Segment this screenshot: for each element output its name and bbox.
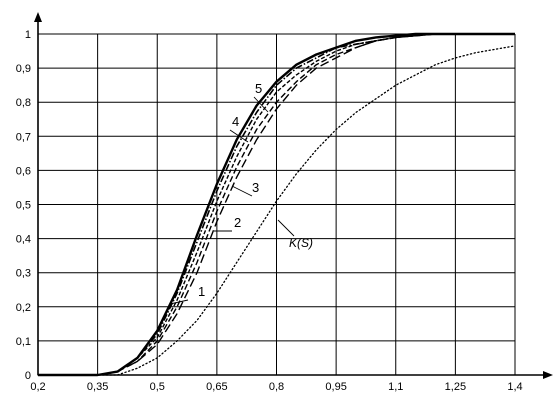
curve-label: 1 <box>198 284 205 299</box>
curve-label: 4 <box>232 114 239 129</box>
label-leader-line <box>253 96 269 113</box>
x-tick-label: 1,1 <box>388 381 403 393</box>
y-tick-label: 0,6 <box>16 165 31 177</box>
x-tick-labels: 0,2 0,35 0,5 0,65 0,8 0,95 1,1 1,25 1,4 <box>30 381 522 393</box>
x-tick-label: 1,25 <box>445 381 466 393</box>
series-line-2 <box>38 33 515 376</box>
y-tick-labels: 0 0,1 0,2 0,3 0,4 0,5 0,6 0,7 0,8 0,9 1 <box>16 29 31 382</box>
y-tick-label: 0,2 <box>16 302 31 314</box>
x-tick-label: 0,65 <box>206 381 227 393</box>
label-leader-line <box>169 299 189 305</box>
x-tick-label: 0,8 <box>269 381 284 393</box>
x-tick-label: 0,2 <box>30 381 45 393</box>
curve-label: K(S) <box>289 236 313 250</box>
axes <box>34 12 553 379</box>
y-tick-label: 0,7 <box>16 131 31 143</box>
series-line-3 <box>38 33 515 376</box>
y-tick-label: 0,8 <box>16 97 31 109</box>
y-tick-label: 0,3 <box>16 268 31 280</box>
y-tick-label: 0 <box>25 370 31 382</box>
x-tick-label: 0,95 <box>325 381 346 393</box>
x-tick-label: 0,5 <box>150 381 165 393</box>
series-line-1 <box>38 33 515 376</box>
curve-label: 5 <box>255 81 262 96</box>
series-line-6 <box>37 45 516 376</box>
series-line-5 <box>38 32 515 377</box>
label-leader-line <box>229 129 249 143</box>
y-tick-label: 0,1 <box>16 336 31 348</box>
x-tick-label: 1,4 <box>507 381 522 393</box>
x-tick-label: 0,35 <box>87 381 108 393</box>
label-leader-line <box>231 185 253 197</box>
curve-labels: 1 2 3 4 5 K(S) <box>169 81 313 305</box>
y-axis-arrow <box>34 12 42 22</box>
curve-label: 3 <box>252 180 259 195</box>
y-tick-label: 0,4 <box>16 234 31 246</box>
curve-label: 2 <box>234 215 241 230</box>
x-axis-arrow <box>543 371 553 379</box>
series-lines <box>37 32 516 377</box>
label-leader-line <box>277 219 295 237</box>
y-tick-label: 1 <box>25 29 31 41</box>
y-tick-label: 0,5 <box>16 200 31 212</box>
y-tick-label: 0,9 <box>16 63 31 75</box>
grid <box>38 33 516 375</box>
